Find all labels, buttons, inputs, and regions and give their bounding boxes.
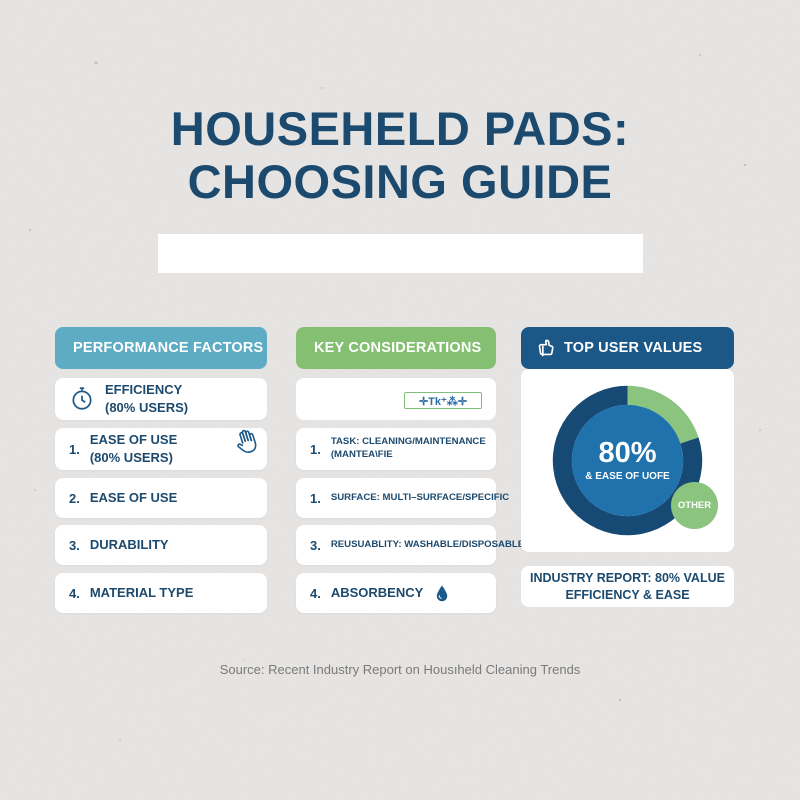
svg-text:✛Tk⁺⁂✛: ✛Tk⁺⁂✛ — [419, 395, 467, 407]
